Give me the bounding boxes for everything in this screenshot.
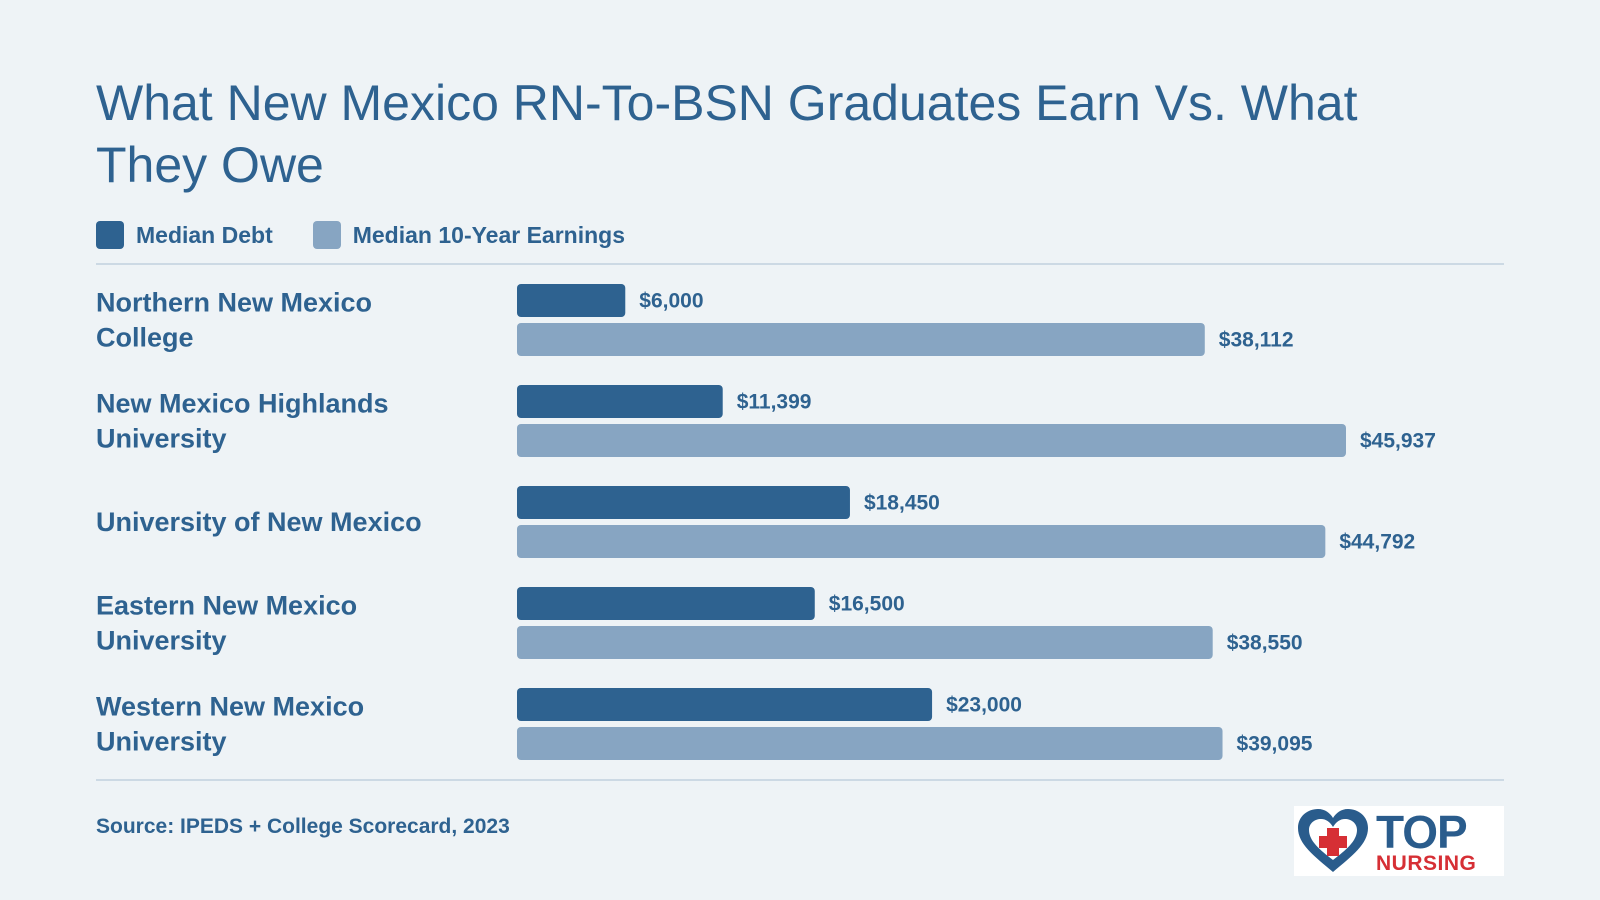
debt-bar xyxy=(517,284,626,317)
bottom-divider xyxy=(96,779,1504,781)
earnings-value-label: $38,112 xyxy=(1219,329,1294,352)
debt-bar xyxy=(517,486,850,519)
chart-legend: Median Debt Median 10-Year Earnings xyxy=(96,221,665,249)
legend-item-earnings: Median 10-Year Earnings xyxy=(312,221,626,249)
heart-cross-icon xyxy=(1298,809,1368,872)
debt-bar xyxy=(517,385,723,418)
logo-bottom-text: NURSING xyxy=(1376,851,1477,875)
earnings-bar xyxy=(517,626,1213,659)
debt-value-label: $16,500 xyxy=(829,593,905,616)
source-note: Source: IPEDS + College Scorecard, 2023 xyxy=(96,815,510,838)
earnings-value-label: $44,792 xyxy=(1339,531,1415,554)
legend-label-earnings: Median 10-Year Earnings xyxy=(352,221,626,248)
earnings-bar xyxy=(517,323,1205,356)
logo-top-text: TOP xyxy=(1376,805,1468,858)
earnings-value-label: $38,550 xyxy=(1227,632,1303,655)
category-label: Eastern New Mexico University xyxy=(96,591,357,656)
debt-value-label: $11,399 xyxy=(737,391,812,414)
legend-item-debt: Median Debt xyxy=(96,221,273,249)
debt-value-label: $23,000 xyxy=(946,694,1022,717)
category-label: Northern New Mexico College xyxy=(96,288,372,353)
legend-swatch-earnings xyxy=(312,221,341,249)
category-label: University of New Mexico xyxy=(96,507,422,537)
category-label: New Mexico Highlands University xyxy=(96,389,389,454)
legend-swatch-debt xyxy=(96,221,124,249)
category-label: Western New Mexico University xyxy=(96,692,364,757)
earnings-bar xyxy=(517,525,1326,558)
top-divider xyxy=(96,263,1504,265)
debt-value-label: $18,450 xyxy=(864,492,940,515)
earnings-value-label: $45,937 xyxy=(1360,430,1436,453)
earnings-bar xyxy=(517,424,1346,457)
chart-title: What New Mexico RN-To-BSN Graduates Earn… xyxy=(96,75,1358,193)
earnings-value-label: $39,095 xyxy=(1237,733,1313,756)
earnings-bar xyxy=(517,727,1223,760)
top-nursing-logo: TOP NURSING xyxy=(1294,806,1504,876)
legend-label-debt: Median Debt xyxy=(136,221,273,248)
debt-value-label: $6,000 xyxy=(639,290,703,313)
debt-bar xyxy=(517,587,815,620)
debt-bar xyxy=(517,688,933,721)
